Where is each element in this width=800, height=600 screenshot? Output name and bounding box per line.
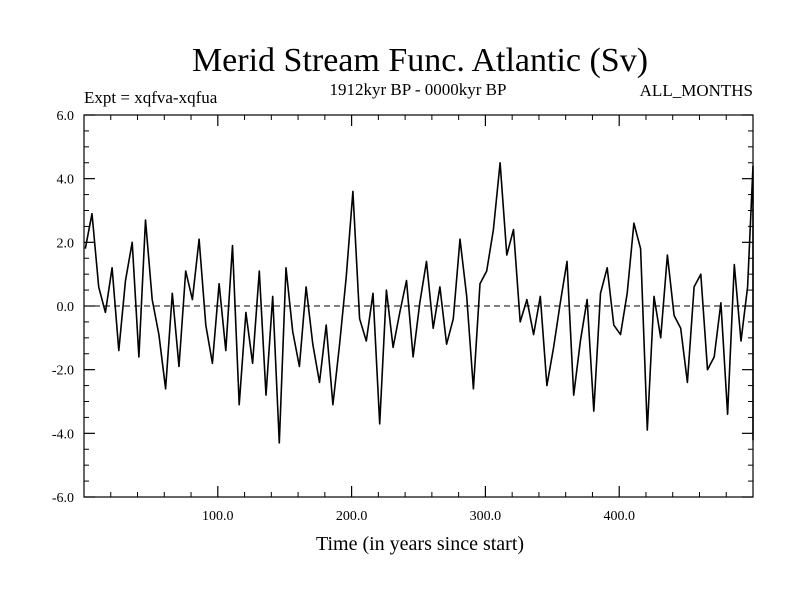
chart-title: Merid Stream Func. Atlantic (Sv) (192, 42, 648, 79)
y-tick-label: 2.0 (57, 236, 75, 251)
experiment-label: Expt = xqfva-xqfua (84, 88, 218, 107)
y-tick-label: -6.0 (52, 491, 74, 506)
minor-ticks (84, 115, 753, 497)
x-tick-label: 400.0 (603, 509, 635, 524)
x-axis-label: Time (in years since start) (316, 533, 524, 555)
y-tick-label: -4.0 (52, 427, 74, 442)
x-tick-label: 300.0 (470, 509, 502, 524)
y-tick-labels: 6.0 4.0 2.0 0.0 -2.0 -4.0 -6.0 (52, 109, 74, 506)
y-tick-label: 6.0 (57, 109, 75, 124)
months-label: ALL_MONTHS (640, 81, 753, 100)
x-tick-labels: 100.0 200.0 300.0 400.0 (202, 509, 635, 524)
y-tick-label: 0.0 (57, 300, 75, 315)
y-tick-label: -2.0 (52, 364, 74, 379)
x-tick-label: 100.0 (202, 509, 234, 524)
time-range-label: 1912kyr BP - 0000kyr BP (330, 80, 507, 99)
x-tick-label: 200.0 (336, 509, 368, 524)
series-line-xqfva-xqfua (84, 162, 754, 444)
y-tick-label: 4.0 (57, 173, 75, 188)
